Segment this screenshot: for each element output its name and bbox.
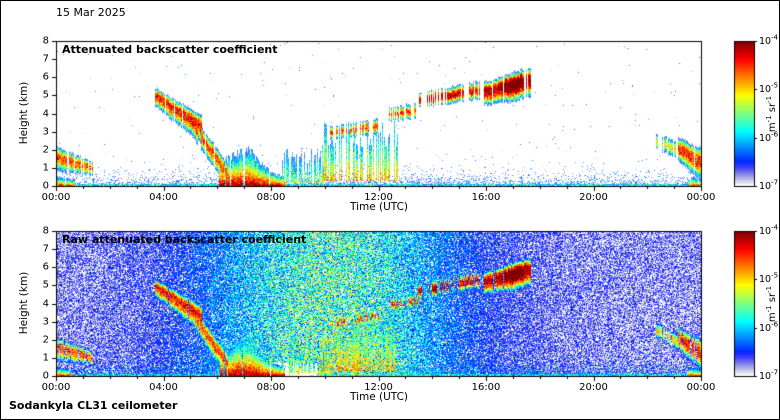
y-tick-label: 3 — [42, 126, 49, 138]
x-tick-label: 04:00 — [149, 192, 178, 203]
panel1-title: Attenuated backscatter coefficient — [62, 43, 278, 56]
x-tick-label: 16:00 — [471, 192, 501, 203]
colorbar-unit-label: m-1 sr-1 — [764, 95, 779, 132]
y-tick-label: 0 — [42, 370, 49, 382]
colorbar-tick-label: 10-5 — [759, 82, 779, 96]
x-tick-label: 00:00 — [41, 382, 71, 393]
panel2-y-axis-label: Height (km) — [18, 271, 31, 335]
colorbar-tick-label: 10-7 — [759, 368, 779, 382]
x-tick-label: 08:00 — [256, 192, 286, 203]
y-tick-label: 4 — [42, 298, 49, 309]
colorbar-tick-label: 10-7 — [759, 178, 779, 192]
panel1-y-axis-label: Height (km) — [18, 81, 31, 145]
x-tick-label: 12:00 — [364, 192, 393, 203]
x-tick-label: 12:00 — [364, 382, 393, 393]
y-tick-label: 5 — [42, 279, 49, 291]
date-label: 15 Mar 2025 — [56, 6, 126, 19]
y-tick-label: 0 — [42, 180, 49, 192]
colorbar-tick-label: 10-4 — [759, 223, 779, 237]
x-tick-label: 00:00 — [686, 382, 716, 393]
colorbar-tick-label: 10-6 — [759, 130, 779, 144]
panel2-title: Raw attenuated backscatter coefficient — [62, 233, 307, 246]
y-tick-label: 3 — [42, 316, 49, 328]
y-tick-label: 5 — [42, 89, 49, 101]
y-tick-label: 4 — [42, 108, 49, 119]
y-tick-label: 7 — [42, 243, 49, 255]
panel1-x-axis-label: Time (UTC) — [349, 201, 409, 213]
colorbar-tick-label: 10-4 — [759, 33, 779, 47]
y-tick-label: 1 — [42, 352, 49, 364]
colorbar-tick-label: 10-6 — [759, 320, 779, 334]
y-tick-label: 8 — [42, 35, 49, 47]
y-tick-label: 2 — [42, 334, 49, 346]
y-tick-label: 7 — [42, 53, 49, 65]
x-tick-label: 20:00 — [579, 192, 608, 203]
x-tick-label: 20:00 — [579, 382, 608, 393]
x-tick-label: 16:00 — [471, 382, 501, 393]
y-tick-label: 1 — [42, 162, 49, 174]
y-tick-label: 6 — [42, 71, 49, 83]
y-tick-label: 2 — [42, 144, 49, 156]
panel2-x-axis-label: Time (UTC) — [349, 391, 409, 403]
x-tick-label: 00:00 — [686, 192, 716, 203]
y-tick-label: 6 — [42, 261, 49, 273]
y-tick-label: 8 — [42, 225, 49, 237]
instrument-label: Sodankyla CL31 ceilometer — [9, 399, 178, 412]
colorbar-tick-label: 10-5 — [759, 272, 779, 286]
x-tick-label: 04:00 — [149, 382, 178, 393]
x-tick-label: 00:00 — [41, 192, 71, 203]
x-tick-label: 08:00 — [256, 382, 286, 393]
colorbar-unit-label: m-1 sr-1 — [764, 285, 779, 322]
